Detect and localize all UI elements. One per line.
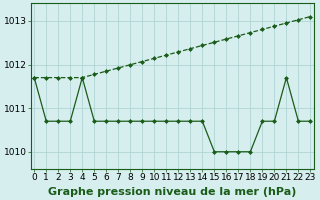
X-axis label: Graphe pression niveau de la mer (hPa): Graphe pression niveau de la mer (hPa) — [48, 187, 297, 197]
